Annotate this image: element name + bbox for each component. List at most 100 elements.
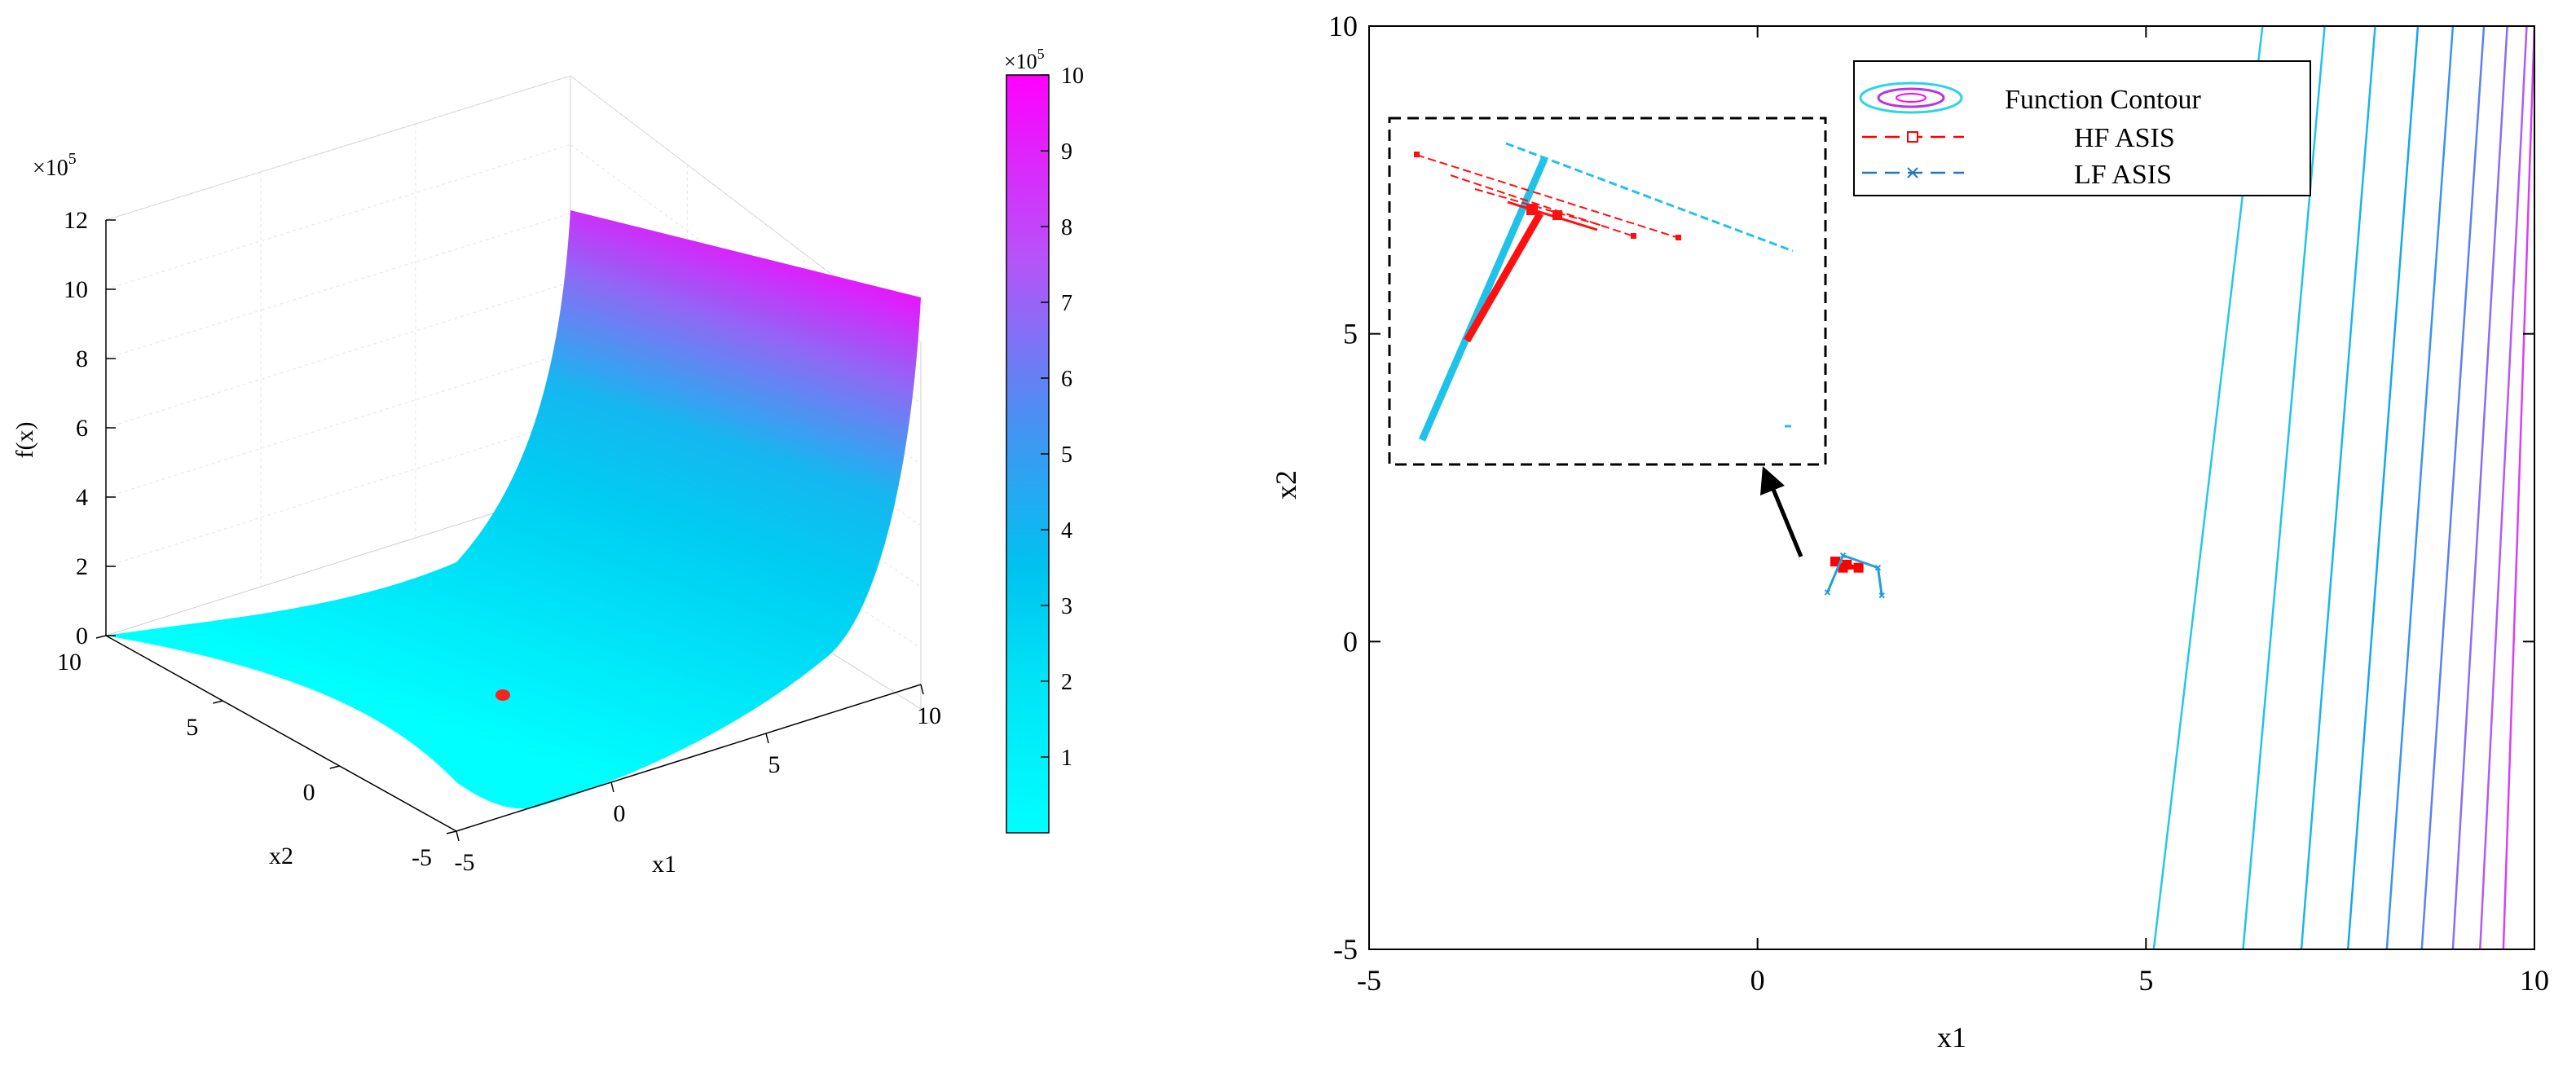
x2-tick-label: 10 (57, 649, 81, 676)
x1-ticks: -5 0 5 10 (455, 684, 941, 876)
colorbar-tick-label: 4 (1061, 518, 1072, 544)
x2-tick (329, 765, 340, 769)
x1-tick (456, 830, 460, 842)
wall-grid-line (105, 282, 571, 429)
contour-ticks: -5 0 5 10 -5 0 5 10 (1328, 10, 2549, 997)
colorbar-tick-label: 10 (1061, 64, 1084, 89)
z-exponent: ×105 (33, 150, 77, 181)
zoom-inset-box (1388, 117, 1827, 466)
wall-grid-line (105, 420, 571, 567)
colorbar-tick-label: 1 (1061, 746, 1072, 771)
z-ticks: 0 2 4 6 8 10 12 (64, 207, 116, 649)
contour-x-tick-label: 10 (2520, 964, 2549, 997)
x2-tick-label: -5 (412, 844, 432, 871)
x1-tick (765, 733, 769, 744)
inset-hf-marker-2 (1676, 235, 1681, 240)
colorbar-tick-label: 9 (1061, 139, 1072, 165)
series-point (1830, 557, 1840, 567)
contour-line (2300, 26, 2376, 949)
legend-lf-swatch (1862, 167, 1964, 178)
colorbar-tick-label: 5 (1061, 442, 1072, 468)
colorbar-tick-label: 6 (1061, 367, 1072, 392)
legend: Function Contour HF ASIS LF ASIS (1853, 60, 2311, 196)
zoom-inset-content (1414, 142, 1794, 442)
wall-grid-line (105, 144, 571, 290)
x1-axis-line (456, 684, 922, 832)
contour-x-label: x1 (1937, 1021, 1966, 1054)
legend-label-contour: Function Contour (2005, 85, 2202, 115)
x1-axis-label: x1 (652, 851, 676, 878)
inset-hf-marker-1 (1414, 152, 1420, 157)
contour-line (2479, 26, 2528, 949)
series-point (1842, 559, 1852, 570)
colorbar-tick-label: 8 (1061, 215, 1072, 240)
contour-line (2420, 26, 2486, 949)
wall-grid-line (105, 75, 571, 221)
series-point (1878, 592, 1885, 599)
series-point (1853, 562, 1864, 573)
x2-tick (446, 830, 457, 834)
legend-contour-swatch (1859, 81, 1963, 114)
series-point (1839, 552, 1847, 559)
series-point (1824, 589, 1831, 596)
contour-line (2385, 26, 2455, 949)
z-axis-label: f(x) (11, 422, 38, 459)
inset-hf-marker-5 (1552, 210, 1562, 220)
z-tick-label: 6 (76, 415, 88, 442)
x2-axis-line (105, 635, 457, 832)
wall-grid-line (105, 213, 571, 359)
contour-plot-frame (1368, 25, 2535, 950)
x2-tick (213, 700, 223, 704)
contour-y-tick-label: 5 (1343, 318, 1358, 350)
function-surface (106, 210, 921, 809)
zoom-arrow (1770, 486, 1803, 557)
contour-x-tick-label: -5 (1357, 964, 1381, 997)
contour-x-tick-label: 0 (1750, 964, 1765, 997)
z-tick-label: 8 (76, 346, 88, 372)
inset-hf-line-4 (1474, 188, 1606, 227)
contour-lines (2152, 26, 2534, 949)
z-tick-label: 2 (76, 553, 88, 580)
inset-hf-marker-4 (1526, 204, 1538, 215)
x2-tick (95, 635, 107, 639)
contour-plot: -5 0 5 10 -5 0 5 10 x1 x2 (1270, 10, 2549, 1054)
contour-line (2502, 26, 2534, 949)
z-tick-label: 4 (76, 484, 88, 511)
x1-tick-label: 0 (614, 800, 626, 827)
legend-label-hf: HF ASIS (2074, 123, 2175, 153)
series-point (1874, 564, 1882, 571)
legend-label-lf: LF ASIS (2074, 160, 2172, 190)
x1-tick (920, 684, 924, 695)
inset-hf-line-2 (1416, 154, 1680, 239)
contour-y-tick-label: 10 (1328, 10, 1358, 42)
inset-hf-line-3 (1450, 174, 1635, 237)
inset-hf-line-1 (1464, 211, 1543, 343)
z-tick-label: 12 (64, 207, 88, 234)
z-tick-label: 10 (64, 276, 88, 303)
inset-lf-line-2 (1505, 142, 1794, 253)
z-tick-label: 0 (76, 623, 88, 649)
x2-tick-label: 0 (303, 779, 315, 806)
x2-axis-label: x2 (269, 843, 293, 869)
x2-tick-label: 5 (186, 714, 198, 741)
inset-hf-marker-3 (1631, 233, 1636, 239)
surface-marker (495, 689, 510, 701)
contour-line (2346, 26, 2420, 949)
colorbar-tick-label: 2 (1061, 670, 1072, 695)
x1-tick-label: -5 (455, 849, 475, 876)
x2-ticks: 10 5 0 -5 (57, 635, 457, 871)
contour-y-label: x2 (1270, 470, 1302, 500)
inset-lf-line-1 (1418, 157, 1548, 442)
contour-line (2451, 26, 2508, 949)
contour-x-tick-label: 5 (2138, 964, 2153, 997)
wall-grid-line (105, 350, 571, 498)
colorbar-tick-label: 7 (1061, 291, 1072, 316)
colorbar-exponent: ×105 (1004, 46, 1045, 73)
x1-tick-label: 5 (768, 751, 781, 778)
x1-tick-label: 10 (917, 702, 941, 729)
contour-y-tick-label: -5 (1333, 933, 1358, 966)
colorbar-tick-label: 3 (1061, 594, 1072, 619)
legend-hf-swatch (1862, 131, 1964, 143)
